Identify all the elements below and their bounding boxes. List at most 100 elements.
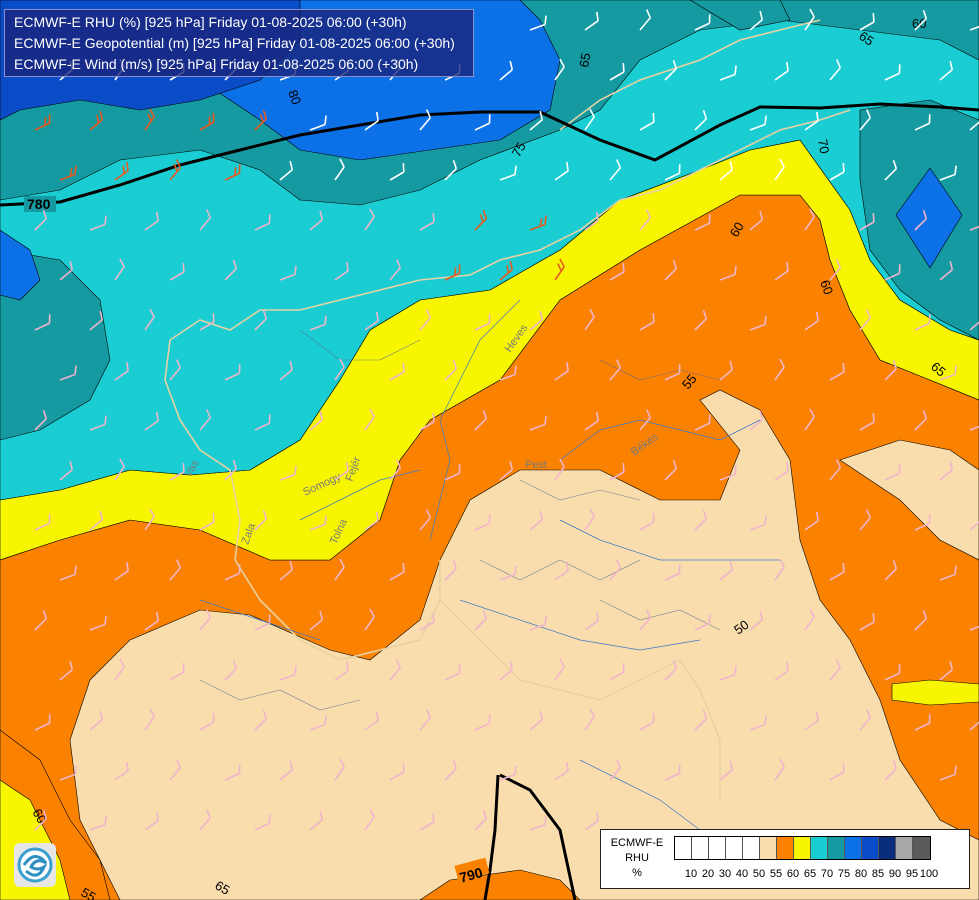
wind-barb	[639, 713, 655, 731]
wind-barb	[444, 559, 458, 581]
wind-barb	[279, 665, 297, 681]
wind-barb	[334, 558, 345, 581]
wind-barb	[169, 759, 182, 781]
wind-barb	[939, 565, 957, 581]
wind-barb	[719, 360, 734, 381]
wind-barb	[639, 9, 652, 31]
wind-barb	[254, 309, 268, 331]
wind-barb	[884, 559, 898, 581]
contour-label: 75	[509, 139, 529, 159]
wind-barb	[389, 363, 405, 381]
wind-barb	[144, 108, 155, 131]
wind-barb	[694, 614, 711, 631]
wind-barb	[804, 408, 815, 431]
legend-tick: 60	[786, 868, 800, 880]
wind-barb	[804, 208, 815, 231]
wind-barb	[389, 259, 402, 281]
title-wind: ECMWF-E Wind (m/s) [925 hPa] Friday 01-0…	[14, 56, 419, 72]
geopotential-780-contour	[0, 102, 979, 207]
wind-barb	[59, 460, 74, 481]
wind-barb	[719, 65, 737, 81]
wind-barb	[584, 308, 595, 331]
wind-barb	[364, 808, 375, 831]
wind-barb	[89, 615, 107, 631]
wind-barb	[529, 15, 547, 31]
wind-barb	[499, 60, 514, 81]
legend-label-variable: RHU	[625, 852, 649, 864]
wind-barb	[364, 711, 379, 731]
wind-barb	[914, 9, 928, 31]
wind-barb	[609, 359, 622, 381]
legend-swatch	[913, 837, 930, 859]
legend-swatch	[828, 837, 845, 859]
wind-barb	[969, 223, 979, 231]
wind-barb	[334, 358, 345, 381]
wind-barb	[719, 465, 737, 481]
wind-barb	[144, 811, 159, 831]
legend-tick: 20	[701, 868, 715, 880]
wind-barb	[884, 359, 898, 381]
wind-barb	[334, 261, 349, 281]
wind-barb	[114, 658, 125, 681]
wind-barb	[389, 763, 405, 781]
wind-barb	[499, 765, 517, 781]
wind-barb	[719, 560, 734, 581]
contour-label: 55	[79, 885, 99, 900]
wind-barb	[34, 314, 51, 331]
geopotential-label-780: 780	[27, 196, 51, 212]
wind-barb	[279, 560, 294, 581]
wind-barb	[664, 259, 678, 281]
wind-barb	[694, 414, 711, 431]
wind-barb	[444, 264, 461, 281]
wind-barb	[664, 659, 678, 681]
wind-barb	[969, 119, 979, 131]
rhu-band-80-nw	[0, 229, 41, 301]
wind-barb	[364, 311, 379, 331]
wind-barb	[914, 409, 928, 431]
wind-barb	[859, 613, 875, 631]
wind-barb	[59, 260, 74, 281]
label-background	[454, 857, 490, 882]
wind-barb	[609, 663, 625, 681]
map-title-box: ECMWF-E RHU (%) [925 hPa] Friday 01-08-2…	[4, 9, 474, 77]
wind-barb	[584, 411, 599, 431]
wind-barb	[199, 313, 215, 331]
wind-barb	[444, 759, 458, 781]
wind-barb	[389, 563, 405, 581]
wind-barb	[829, 363, 845, 381]
legend-tick: 10	[684, 868, 698, 880]
wind-barb	[199, 809, 212, 831]
wind-barb	[474, 809, 488, 831]
wind-barb	[444, 159, 458, 181]
title-geopotential: ECMWF-E Geopotential (m) [925 hPa] Frida…	[14, 35, 455, 51]
wind-barb	[89, 510, 104, 531]
wind-barb	[914, 314, 931, 331]
wind-barb	[444, 664, 461, 681]
wind-barb	[224, 164, 241, 181]
wind-barb	[419, 709, 432, 731]
wind-barb	[89, 815, 107, 831]
wind-barb	[529, 215, 547, 231]
contour-label: 60	[912, 16, 926, 31]
wind-barb	[254, 214, 271, 231]
wind-barb	[584, 611, 599, 631]
wind-barb	[499, 165, 517, 181]
wind-barb	[694, 509, 708, 531]
wind-barb	[969, 719, 979, 731]
wind-barb	[884, 664, 901, 681]
legend-swatch	[794, 837, 811, 859]
wind-barb	[364, 408, 375, 431]
wind-barb	[279, 760, 294, 781]
wind-barb	[224, 764, 241, 781]
rhu-band-55-south	[69, 389, 979, 900]
wind-barb	[59, 165, 77, 181]
wind-barb	[884, 264, 901, 281]
wind-barb	[694, 14, 711, 31]
wind-barb	[829, 763, 845, 781]
wind-barb	[884, 759, 898, 781]
wind-barb	[584, 811, 599, 831]
legend-swatch	[726, 837, 743, 859]
wind-barb	[554, 761, 569, 781]
wind-barb	[224, 459, 238, 481]
wind-barb	[114, 458, 125, 481]
